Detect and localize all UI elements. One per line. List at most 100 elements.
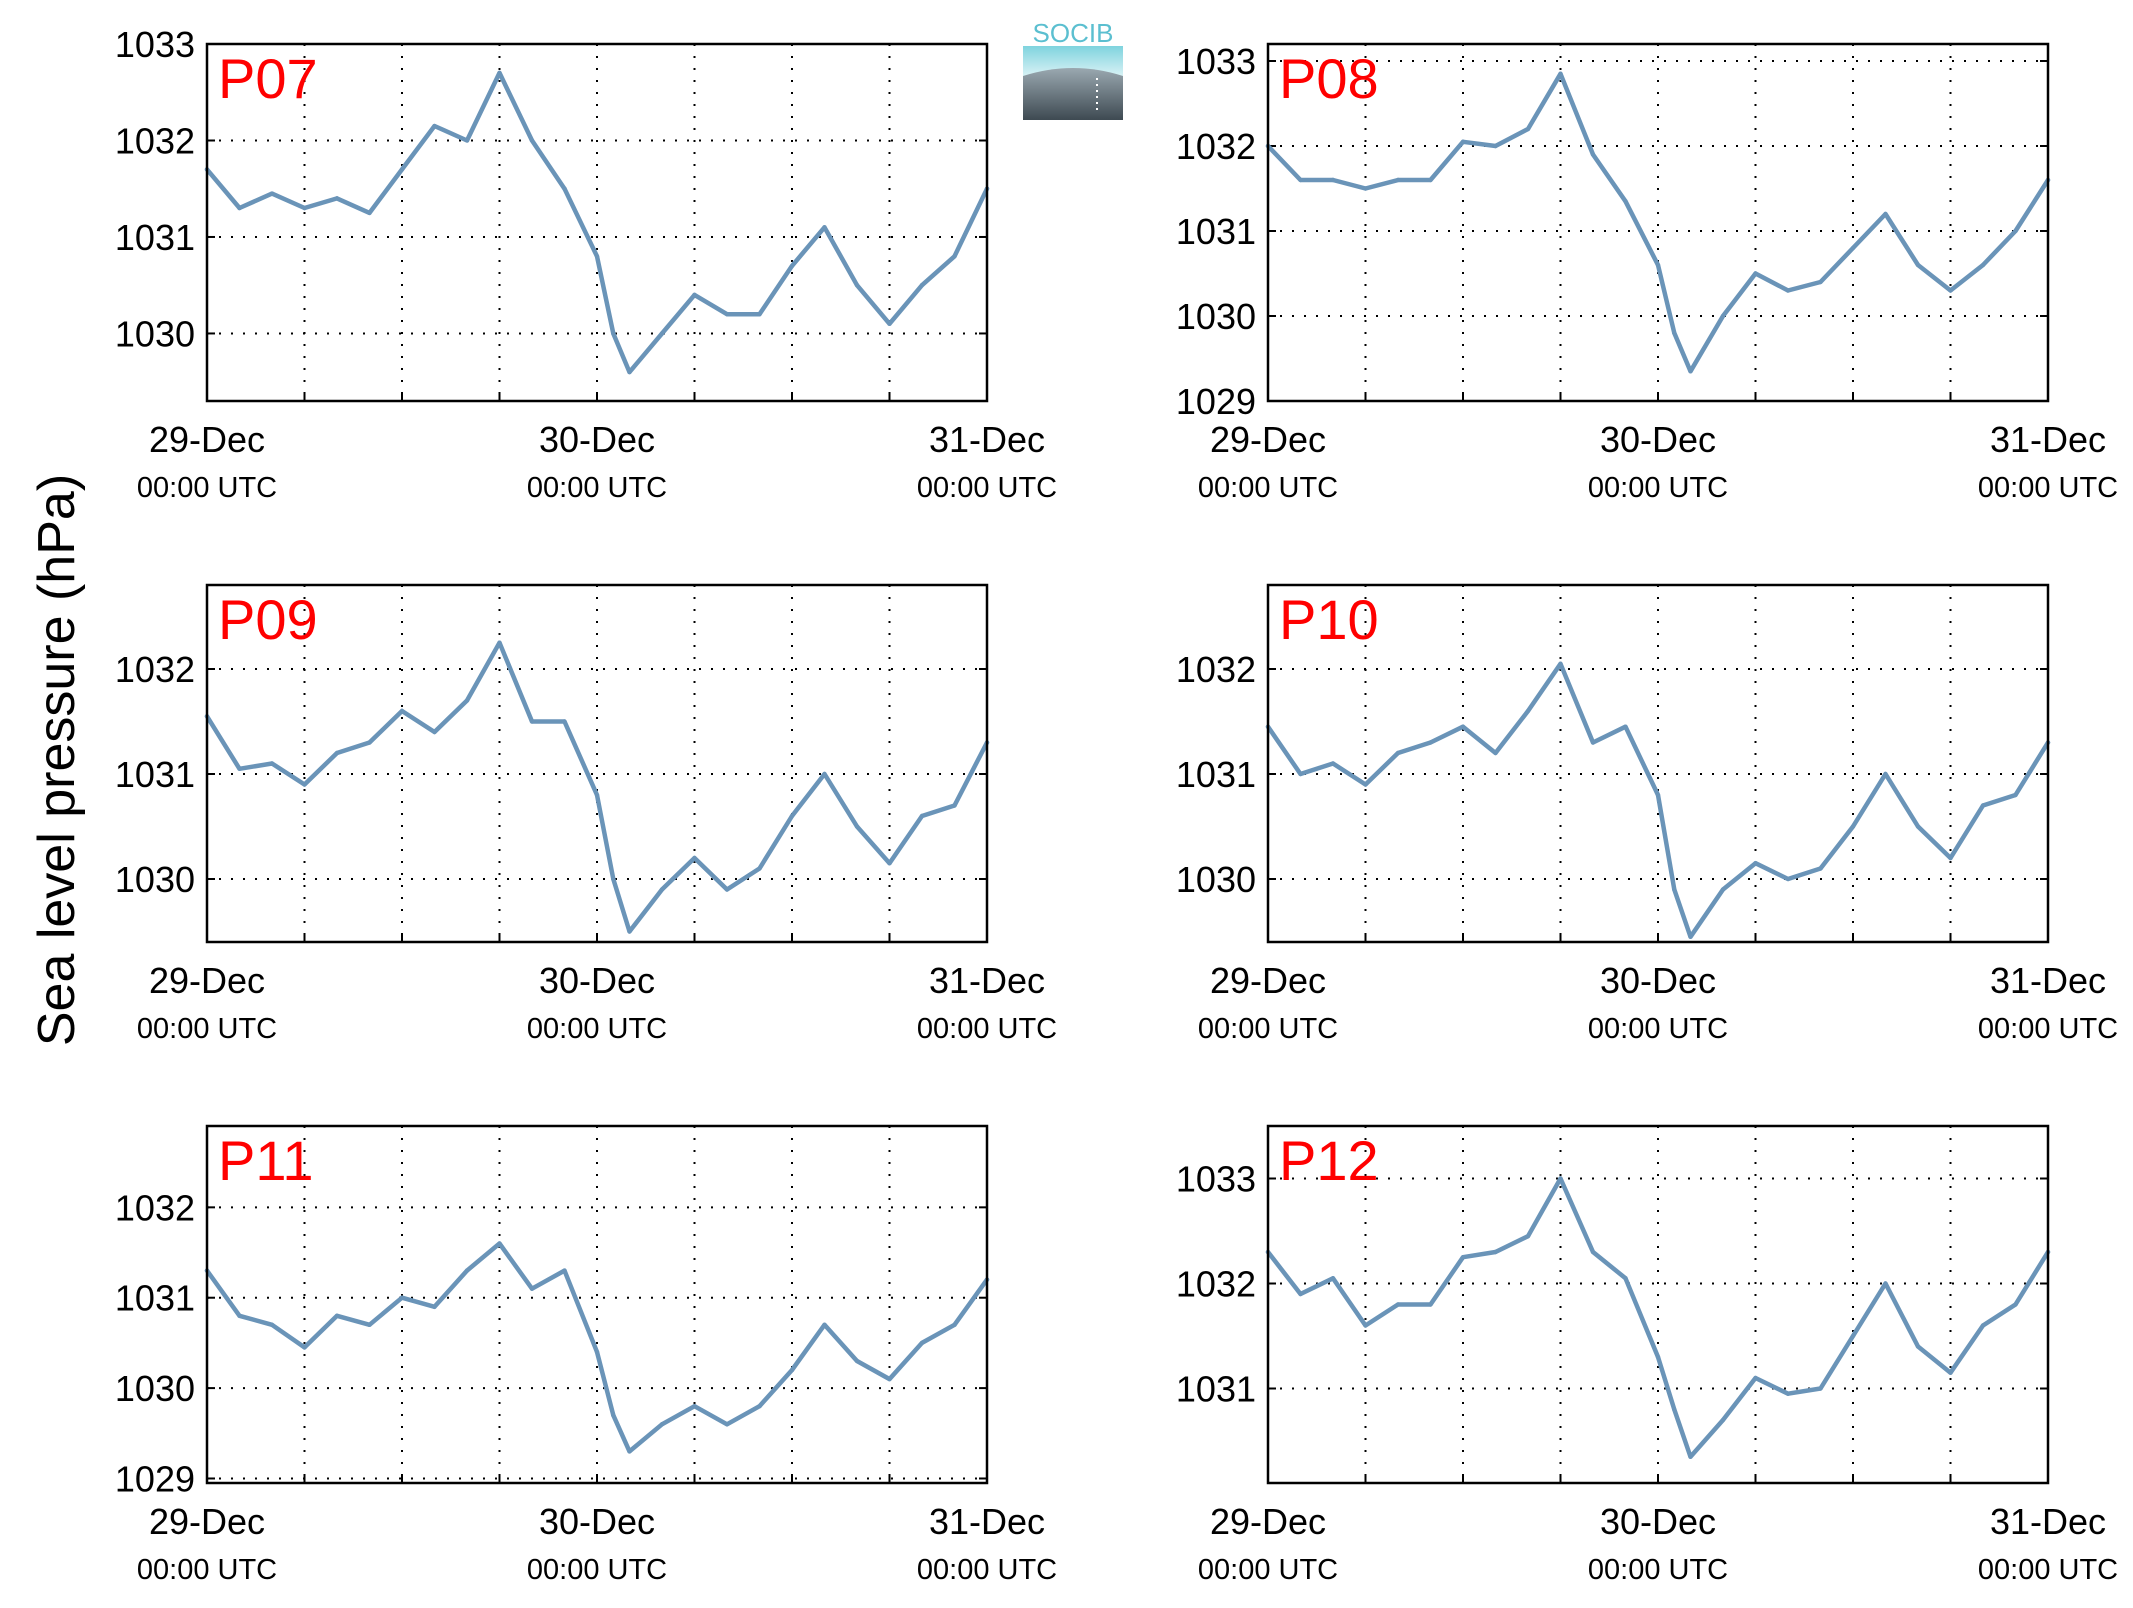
data-point: [497, 640, 502, 645]
data-point: [432, 1304, 437, 1309]
data-point: [2013, 792, 2018, 798]
data-point: [1330, 1276, 1336, 1281]
y-tick-label: 1030: [1176, 296, 1256, 337]
y-tick-label: 1030: [115, 859, 195, 900]
data-point: [1753, 1375, 1758, 1381]
panel-p07: 1030 1031 1032 1033 29-Dec 00:00 UTC 30-Dec 00:…: [115, 24, 1057, 504]
data-point: [1493, 1249, 1498, 1255]
data-point: [269, 191, 275, 196]
data-point: [887, 321, 892, 327]
data-point: [1460, 724, 1466, 729]
data-point: [367, 1322, 372, 1328]
panel-p12: 1031 1032 1033 29-Dec 00:00 UTC 30-Dec 00:00 U…: [1176, 1124, 2118, 1586]
pressure-line: [204, 640, 990, 934]
pressure-line: [1265, 661, 2051, 940]
data-point: [1980, 1323, 1986, 1328]
data-point: [367, 740, 372, 745]
x-tick-time: 00:00 UTC: [1588, 1013, 1728, 1045]
data-point: [724, 887, 730, 892]
data-point: [611, 1413, 616, 1418]
data-point: [1525, 708, 1531, 714]
plot-frame: [1266, 1124, 2050, 1485]
plot-frame: [205, 42, 989, 403]
x-tick-date: 30-Dec: [1600, 1501, 1716, 1542]
panel-title: P08: [1279, 47, 1379, 110]
pressure-line: [204, 1241, 990, 1454]
y-tick-label: 1032: [1176, 649, 1256, 690]
logo-text: SOCIB: [1033, 18, 1114, 48]
y-tick-label: 1031: [1176, 754, 1256, 795]
panel-title: P09: [218, 588, 318, 651]
data-point: [464, 698, 470, 703]
data-point: [1493, 143, 1498, 149]
x-tick-time: 00:00 UTC: [917, 1013, 1057, 1045]
data-point: [1330, 761, 1336, 766]
y-tick-label: 1032: [1176, 1264, 1256, 1305]
data-point: [237, 1313, 242, 1318]
data-point: [854, 1358, 860, 1364]
data-point: [1363, 1323, 1368, 1328]
x-tick-date: 30-Dec: [539, 1501, 655, 1542]
data-point: [2013, 1302, 2018, 1307]
y-tick-label: 1031: [1176, 1369, 1256, 1410]
y-tick-label: 1029: [115, 1458, 195, 1499]
data-point: [1818, 866, 1823, 871]
data-point: [1883, 771, 1888, 777]
data-point: [302, 1345, 307, 1350]
panel-p11: 1029 1030 1031 1032 29-Dec 00:00 UTC 30-Dec 00:…: [115, 1124, 1057, 1586]
pressure-line: [1265, 1176, 2051, 1460]
data-point: [1655, 1354, 1661, 1360]
panels: 1030 1031 1032 1033 29-Dec 00:00 UTC 30-Dec 00:…: [115, 24, 2118, 1586]
data-point: [1785, 1391, 1791, 1396]
data-point: [237, 205, 242, 211]
x-tick-date: 29-Dec: [1210, 960, 1326, 1001]
data-point: [1525, 1234, 1531, 1239]
x-tick-date: 31-Dec: [929, 960, 1045, 1001]
data-point: [1850, 1333, 1856, 1339]
data-point: [594, 792, 600, 798]
x-tick-date: 31-Dec: [1990, 1501, 2106, 1542]
data-point: [1623, 724, 1628, 729]
data-point: [952, 254, 957, 259]
data-point: [1688, 1454, 1693, 1459]
data-point: [692, 855, 697, 861]
y-tick-label: 1031: [115, 754, 195, 795]
x-tick-date: 31-Dec: [929, 1501, 1045, 1542]
data-point: [464, 138, 470, 143]
data-point: [1785, 876, 1791, 882]
x-tick-time: 00:00 UTC: [1198, 1554, 1338, 1586]
data-point: [919, 283, 925, 288]
x-tick-date: 30-Dec: [539, 960, 655, 1001]
panel-p09: 1030 1031 1032 29-Dec 00:00 UTC 30-Dec 00:00 U…: [115, 583, 1057, 1045]
data-point: [919, 813, 925, 819]
data-point: [1948, 288, 1953, 293]
data-point: [1915, 1344, 1921, 1349]
data-point: [399, 1295, 405, 1300]
data-point: [659, 1422, 665, 1427]
logo-base: [1023, 68, 1123, 120]
data-point: [1753, 271, 1758, 276]
data-point: [529, 1286, 535, 1291]
x-tick-time: 00:00 UTC: [917, 472, 1057, 504]
y-tick-label: 1031: [115, 217, 195, 258]
y-tick-label: 1033: [115, 24, 195, 65]
data-point: [757, 866, 762, 871]
data-point: [1525, 126, 1531, 132]
x-tick-date: 30-Dec: [1600, 960, 1716, 1001]
data-point: [302, 782, 307, 787]
y-tick-label: 1030: [115, 313, 195, 354]
data-point: [1720, 887, 1726, 892]
data-point: [399, 708, 405, 714]
data-point: [1785, 288, 1791, 293]
data-point: [1298, 177, 1303, 183]
x-tick-date: 29-Dec: [149, 419, 265, 460]
data-point: [1980, 803, 1986, 808]
data-point: [692, 292, 697, 298]
data-point: [724, 1422, 730, 1427]
data-point: [627, 1449, 632, 1454]
data-point: [464, 1268, 470, 1273]
data-point: [611, 876, 616, 882]
x-tick-date: 29-Dec: [1210, 1501, 1326, 1542]
data-point: [1590, 152, 1596, 157]
y-tick-label: 1030: [1176, 859, 1256, 900]
